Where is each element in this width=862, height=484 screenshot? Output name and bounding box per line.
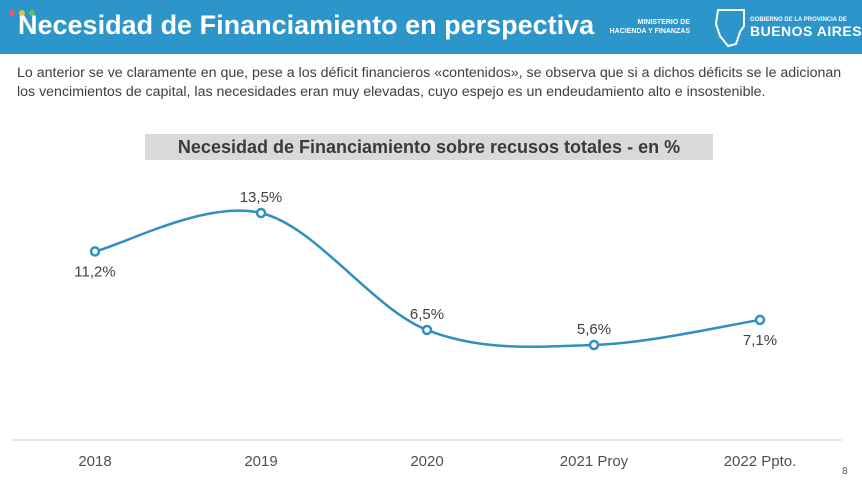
body-paragraph: Lo anterior se ve claramente en que, pes… — [17, 65, 842, 100]
x-tick-label: 2019 — [244, 453, 277, 470]
province-label-small: GOBIERNO DE LA PROVINCIA DE — [750, 17, 847, 23]
province-label-big: BUENOS AIRES — [750, 23, 862, 39]
province-map-icon — [714, 9, 745, 48]
x-tick-label: 2020 — [410, 453, 443, 470]
x-tick-label: 2021 Proy — [560, 453, 629, 470]
slide-header: Necesidad de Financiamiento en perspecti… — [0, 0, 862, 54]
slide-title: Necesidad de Financiamiento en perspecti… — [18, 10, 595, 40]
ministry-line-2: HACIENDA Y FINANZAS — [609, 28, 690, 35]
data-label: 6,5% — [410, 306, 444, 323]
data-label: 5,6% — [577, 321, 611, 338]
data-label: 13,5% — [240, 189, 283, 206]
ministry-line-1: MINISTERIO DE — [637, 19, 690, 26]
x-tick-label: 2018 — [78, 453, 111, 470]
data-point — [588, 339, 600, 351]
data-point — [89, 246, 101, 257]
province-logo: GOBIERNO DE LA PROVINCIA DE BUENOS AIRES — [714, 6, 862, 48]
slide-number: 8 — [842, 466, 848, 477]
data-point — [421, 324, 433, 336]
data-point — [255, 207, 267, 219]
window-dots-icon — [9, 10, 35, 16]
chart-title: Necesidad de Financiamiento sobre recuso… — [145, 134, 713, 160]
x-tick-label: 2022 Ppto. — [724, 453, 797, 470]
data-label: 11,2% — [74, 263, 115, 280]
ministry-logo: MINISTERIO DE HACIENDA Y FINANZAS — [600, 18, 690, 36]
data-point — [754, 314, 766, 326]
data-label: 7,1% — [743, 332, 777, 349]
